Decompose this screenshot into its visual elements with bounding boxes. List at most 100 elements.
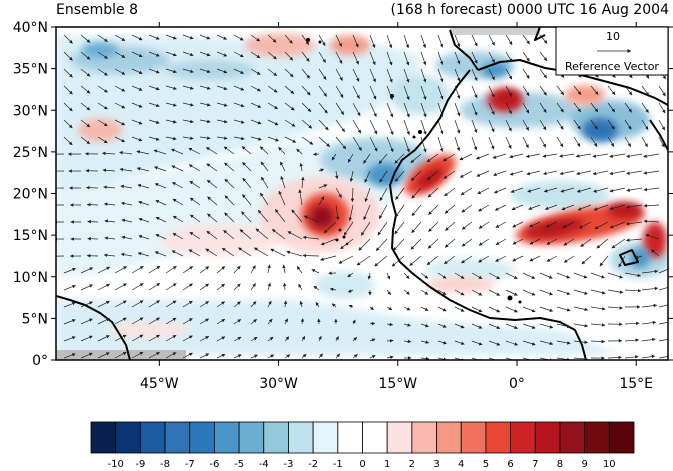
wind-vector [165,265,177,274]
wind-vector [488,136,495,150]
wind-vector [301,68,310,79]
wind-vector [444,187,456,197]
colorbar-label: -3 [283,459,293,470]
wind-vector [528,204,541,210]
wind-vector [573,289,588,295]
wind-vector [437,51,444,65]
wind-vector [63,34,73,44]
wind-vector [471,68,478,81]
wind-vector [318,184,328,189]
wind-vector [267,51,277,60]
wind-vector [437,102,444,117]
wind-vector [544,204,558,210]
wind-vector [454,289,465,296]
wind-vector [121,218,133,223]
wind-vector [320,255,337,261]
wind-vector [556,85,565,96]
wind-vector [505,85,513,97]
wind-vector [97,34,108,42]
wind-vector [625,221,643,226]
wind-vector [394,221,405,235]
colorbar-swatch [559,421,586,454]
wind-vector [350,187,355,203]
wind-vector [259,146,269,155]
wind-vector [522,51,530,62]
wind-vector [250,85,261,92]
wind-vector [539,68,547,79]
wind-vector [114,266,127,274]
wind-vector [478,204,490,212]
wind-vector [335,68,343,81]
wind-vector [182,283,193,291]
wind-vector [420,119,427,135]
wind-vector [643,187,660,192]
wind-vector [529,221,541,228]
wind-vector [267,34,277,43]
wind-vector [148,300,161,308]
wind-vector [505,323,518,329]
lon-tick-label: 45°W [140,376,179,392]
wind-vector [658,85,666,97]
wind-vector [471,102,478,116]
wind-vector [578,221,592,229]
wind-vector [80,102,91,111]
wind-vector [216,266,226,274]
wind-vector [403,119,410,136]
wind-vector [420,85,427,100]
wind-vector [335,85,344,98]
wind-vector [131,334,144,342]
wind-vector [335,187,342,198]
colorbar-swatch [238,421,265,454]
wind-vector [120,201,133,206]
colorbar-swatch [460,421,487,454]
wind-vector [320,238,337,246]
wind-vector [97,283,110,291]
wind-vector [624,355,639,359]
wind-vector [369,51,376,66]
wind-vector [138,200,150,206]
colorbar-label: 2 [409,459,415,470]
wind-vector [255,228,269,240]
wind-vector [403,136,410,153]
wind-vector [478,238,490,246]
wind-vector [493,170,507,177]
wind-vector [347,153,354,163]
wind-vector [343,221,354,236]
wind-vector [131,351,144,359]
wind-vector [573,357,588,360]
wind-vector [403,85,410,101]
wind-vector [559,170,575,176]
wind-vector [658,287,668,291]
wind-vector [199,34,211,40]
wind-vector [80,51,91,60]
wind-vector [80,284,94,291]
reference-vector-label: Reference Vector [565,60,659,73]
lat-tick-label: 30°N [13,103,48,119]
wind-vector [301,136,314,145]
wind-vector [454,272,465,279]
wind-vector [420,102,427,118]
wind-vector [609,187,626,193]
wind-vector [609,170,626,176]
wind-vector [471,34,478,47]
wind-vector [114,351,127,359]
wind-vector [478,221,490,229]
wind-vector [658,119,666,131]
wind-vector [590,119,598,130]
wind-vector [410,238,422,250]
wind-vector [165,335,177,342]
wind-vector [279,161,286,172]
wind-vector [302,235,320,240]
wind-vector [461,221,473,230]
wind-vector [369,34,376,49]
wind-vector [511,204,524,211]
colorbar-label: 8 [557,459,563,470]
wind-vector [250,119,262,125]
wind-vector [475,153,490,160]
wind-vector [580,238,592,247]
wind-vector [658,268,668,274]
wind-vector [284,318,288,325]
wind-vector [522,306,536,313]
wind-vector [238,247,252,257]
wind-vector [658,136,665,148]
